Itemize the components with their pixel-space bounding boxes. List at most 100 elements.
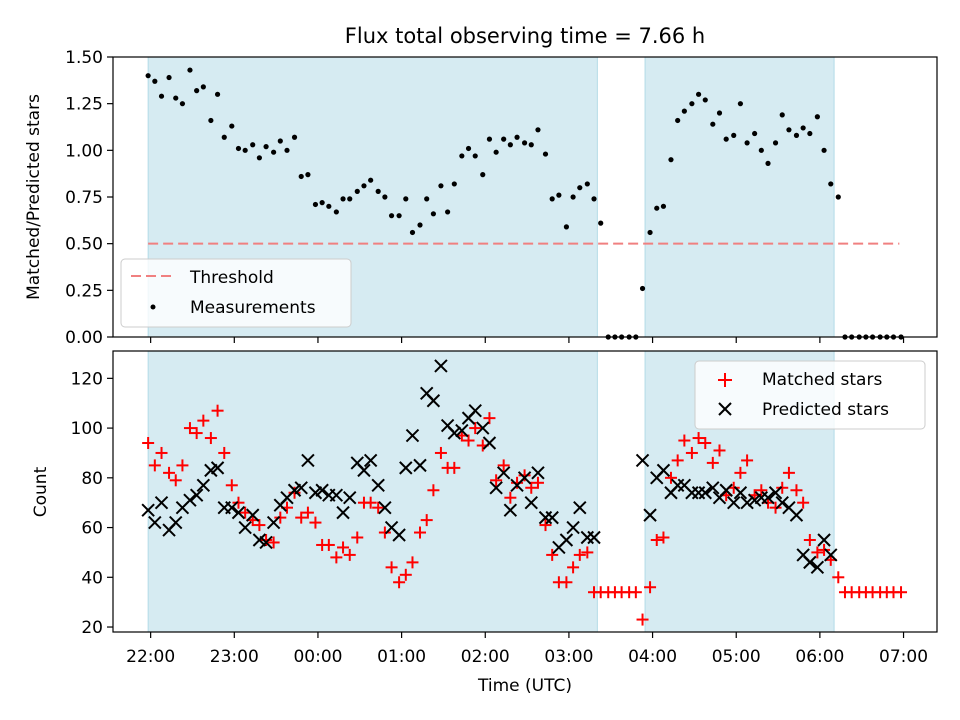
measurement-point [375, 188, 381, 194]
y-axis-ticks: 0.00 0.25 0.50 0.75 1.00 1.25 1.50 [65, 48, 113, 348]
matched-star-point [448, 461, 461, 474]
predicted-star-point [245, 508, 260, 522]
measurement-point [695, 91, 702, 97]
matched-star-point [706, 456, 719, 469]
measurement-point [570, 194, 576, 200]
matched-star-point [163, 466, 176, 479]
measurement-point [556, 192, 562, 198]
matched-star-point [797, 496, 810, 509]
x-tick-label: 00:00 [293, 647, 342, 667]
predicted-star-point [266, 515, 281, 530]
measurement-point [501, 136, 507, 142]
legend-matched-label: Matched stars [762, 370, 882, 390]
measurement-point [173, 95, 179, 101]
matched-star-point [636, 613, 649, 626]
y-axis-ticks: 20 40 60 80 100 120 [71, 369, 113, 638]
matched-star-point [531, 476, 544, 489]
predicted-star-point [371, 478, 385, 492]
matched-star-point [322, 538, 335, 551]
matched-star-point [504, 491, 517, 504]
y-tick-label: 0.50 [65, 235, 103, 255]
chart-title: Flux total observing time = 7.66 h [345, 24, 705, 48]
predicted-star-point [803, 555, 817, 570]
matched-star-point [434, 446, 447, 459]
measurement-point [208, 117, 214, 124]
matched-star-point [581, 546, 594, 559]
predicted-star-point [169, 515, 183, 530]
matched-star-point [741, 454, 754, 467]
y-tick-label: 0.25 [65, 281, 103, 301]
measurement-point [744, 140, 750, 146]
measurement-point [298, 173, 304, 180]
predicted-star-point [210, 461, 225, 475]
measurement-point [577, 185, 583, 191]
predicted-star-point [343, 491, 357, 505]
measurement-point [145, 73, 151, 79]
predicted-star-point [455, 423, 469, 438]
measurement-point [786, 127, 792, 133]
predicted-star-point [294, 481, 308, 495]
matched-star-point [664, 471, 677, 484]
predicted-star-point [378, 500, 392, 515]
matched-star-point [190, 427, 203, 440]
y-tick-label: 20 [81, 618, 103, 638]
predicted-star-point [315, 483, 329, 497]
measurement-point [152, 78, 158, 84]
predicted-star-point [559, 533, 574, 547]
measurement-point [465, 145, 472, 152]
predicted-star-point [656, 463, 671, 478]
y-axis-label: Count [31, 466, 51, 517]
predicted-star-point [148, 515, 162, 530]
measurement-point [493, 149, 499, 155]
matched-star-point [629, 586, 642, 599]
predicted-star-point [405, 428, 420, 443]
legend: Matched stars Predicted stars [694, 360, 926, 430]
measurement-point [654, 205, 660, 211]
measurement-point [417, 222, 423, 228]
predicted-star-point [447, 426, 462, 440]
measurement-point [451, 181, 457, 187]
legend-threshold-label: Threshold [189, 268, 274, 288]
measurement-point [166, 74, 172, 81]
y-tick-label: 1.00 [65, 141, 103, 161]
predicted-star-point [154, 495, 169, 510]
predicted-star-point [476, 421, 490, 435]
measurement-point [689, 101, 695, 107]
y-tick-label: 100 [71, 419, 103, 439]
plot-frame [112, 350, 938, 633]
predicted-star-point [413, 458, 427, 473]
measurement-point [521, 140, 528, 146]
matched-star-point [490, 474, 503, 487]
y-tick-label: 80 [81, 469, 103, 489]
measurement-point [319, 200, 325, 206]
predicted-star-point [824, 548, 838, 562]
measurement-point [486, 136, 493, 142]
predicted-star-point [768, 486, 783, 500]
measurement-point [187, 67, 193, 73]
matched-star-point [776, 481, 789, 494]
predicted-star-point [196, 478, 211, 492]
matched-star-point [301, 506, 314, 519]
predicted-star-point [189, 488, 204, 502]
x-axis-ticks [150, 337, 905, 343]
predicted-star-point [531, 466, 545, 480]
predicted-star-point [727, 495, 741, 510]
measurement-point [158, 93, 165, 99]
matched-star-point [546, 548, 559, 561]
x-tick-label: 03:00 [544, 647, 593, 667]
predicted-star-point [183, 493, 197, 507]
predicted-star-point [301, 453, 315, 468]
predicted-star-point [740, 495, 754, 510]
predicted-star-point [817, 533, 831, 547]
legend-matched-swatch [718, 373, 732, 387]
matched-star-point [769, 501, 782, 514]
predicted-star-point [357, 463, 371, 478]
measurement-point [214, 91, 221, 97]
measurement-point [821, 147, 827, 153]
predicted-star-point [329, 488, 344, 502]
measurement-point [382, 194, 388, 200]
matched-star-point [699, 437, 712, 450]
measurement-point [277, 138, 283, 144]
predicted-star-point [635, 453, 650, 468]
matched-star-point [197, 414, 210, 427]
